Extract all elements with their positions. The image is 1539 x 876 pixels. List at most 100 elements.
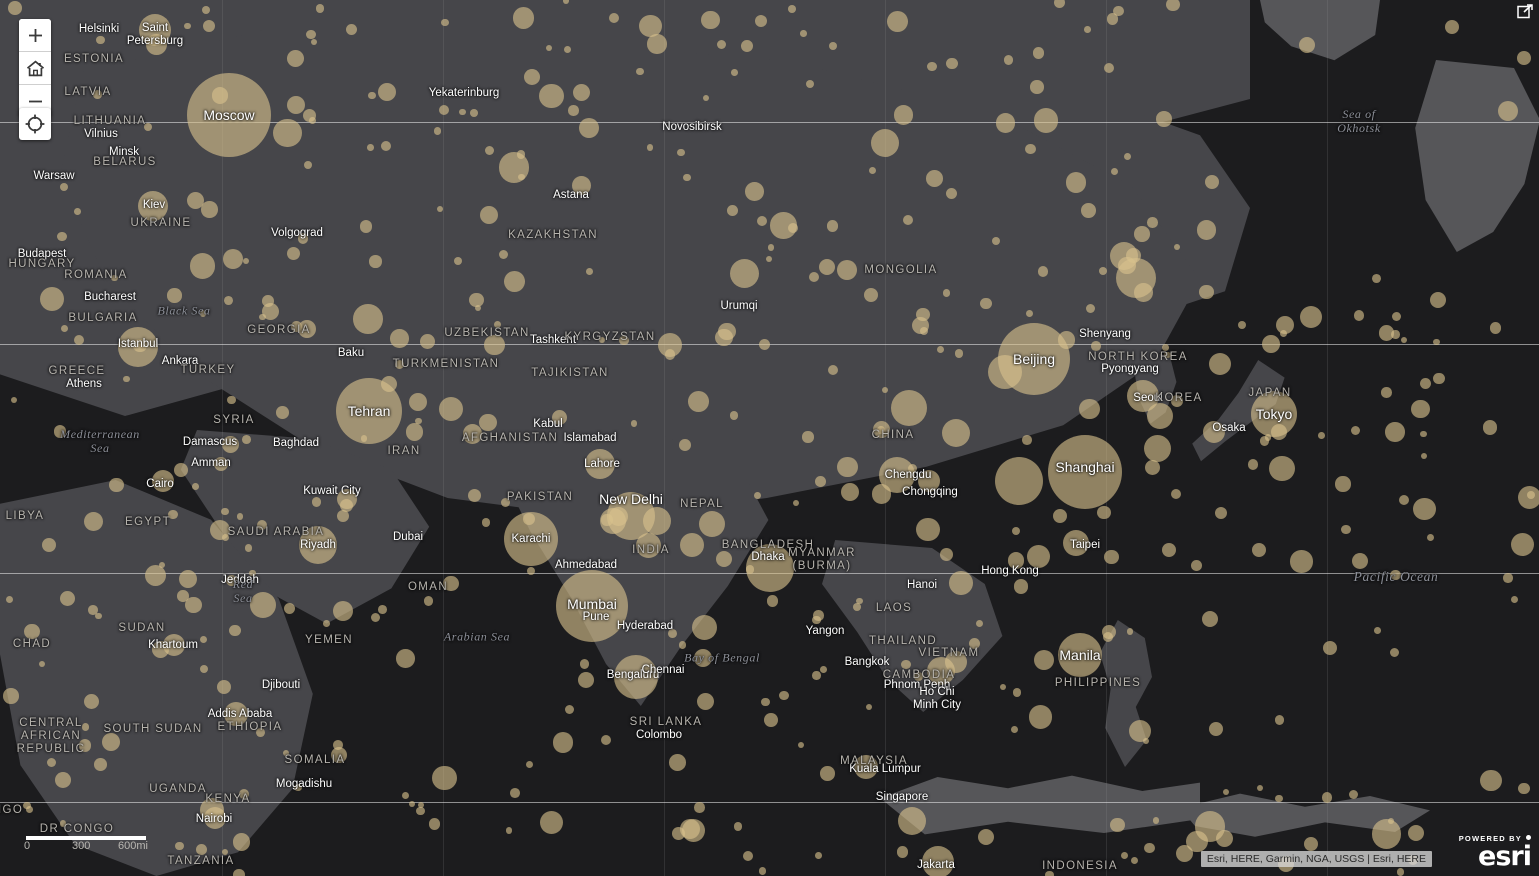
map-label-city: Hong Kong bbox=[981, 565, 1039, 577]
map-label-country: KAZAKHSTAN bbox=[508, 229, 598, 241]
scale-bar-line bbox=[26, 836, 146, 840]
map-label-city: Seoul bbox=[1133, 392, 1163, 404]
map-label-city: Phnom Penh bbox=[883, 679, 951, 691]
map-label-country: TURKMENISTAN bbox=[392, 358, 500, 370]
map-label-city: Ankara bbox=[161, 355, 199, 367]
map-label-city: Taipei bbox=[1069, 539, 1101, 551]
map-label-water: Black Sea bbox=[157, 303, 211, 318]
map-label-water: Mediterranean Sea bbox=[60, 427, 140, 455]
map-label-country: NGO bbox=[0, 804, 24, 816]
map-label-country: NORTH KOREA bbox=[1088, 351, 1188, 363]
map-label-city: Warsaw bbox=[33, 170, 75, 182]
expand-map-button[interactable] bbox=[1517, 4, 1533, 20]
map-label-city: Baku bbox=[337, 347, 365, 359]
map-label-city: Urumqi bbox=[720, 300, 758, 312]
map-label-city: Mumbai bbox=[567, 596, 617, 612]
map-label-city: Shenyang bbox=[1079, 328, 1131, 340]
locate-button[interactable] bbox=[19, 108, 51, 140]
map-label-city: Lahore bbox=[584, 458, 620, 470]
map-label-country: THAILAND bbox=[868, 635, 938, 647]
map-label-country: SUDAN bbox=[118, 622, 166, 634]
map-label-city: Pyongyang bbox=[1101, 363, 1159, 375]
map-label-country: SAUDI ARABIA bbox=[227, 526, 325, 538]
map-label-city: Hyderabad bbox=[616, 620, 674, 632]
map-label-city: Ahmedabad bbox=[554, 559, 618, 571]
crosshair-locate-icon bbox=[25, 114, 45, 134]
minus-icon bbox=[28, 100, 42, 102]
graticule-meridian bbox=[443, 0, 444, 876]
map-label-city: Istanbul bbox=[117, 338, 159, 350]
map-label-country: AFGHANISTAN bbox=[461, 432, 559, 444]
map-label-city: Colombo bbox=[635, 729, 683, 741]
graticule-parallel bbox=[0, 802, 1539, 803]
expand-icon bbox=[1517, 4, 1533, 19]
map-label-city: Addis Ababa bbox=[207, 708, 273, 720]
plus-icon bbox=[28, 28, 42, 42]
esri-logo: POWERED BY esri bbox=[1459, 834, 1532, 872]
attribution-text[interactable]: Esri, HERE, Garmin, NGA, USGS | Esri, HE… bbox=[1200, 851, 1432, 867]
map-label-city: Minsk bbox=[108, 146, 140, 158]
map-label-country: ETHIOPIA bbox=[217, 721, 283, 733]
map-label-country: YEMEN bbox=[305, 634, 353, 646]
scale-tick-2: 600mi bbox=[118, 840, 148, 852]
map-label-city: Chengdu bbox=[884, 469, 932, 481]
map-label-city: Budapest bbox=[17, 248, 67, 260]
map-label-city: Mogadishu bbox=[275, 778, 333, 790]
map-label-country: GEORGIA bbox=[247, 324, 311, 336]
map-label-country: BULGARIA bbox=[68, 312, 138, 324]
map-label-city: Helsinki bbox=[78, 23, 120, 35]
map-label-country: ESTONIA bbox=[63, 53, 125, 65]
map-label-city: Novosibirsk bbox=[662, 121, 722, 133]
map-label-country: UKRAINE bbox=[130, 217, 192, 229]
scale-bar-ticks: 0 300 600mi bbox=[24, 840, 148, 854]
map-label-country: JAPAN bbox=[1248, 387, 1292, 399]
scale-tick-1: 300 bbox=[72, 840, 91, 852]
scale-tick-0: 0 bbox=[24, 840, 31, 852]
map-label-city: Cairo bbox=[146, 478, 174, 490]
map-label-country: CAMBODIA bbox=[882, 669, 956, 681]
map-label-city: Karachi bbox=[511, 533, 551, 545]
map-label-city: Kuwait City bbox=[303, 485, 361, 497]
map-label-country: TAJIKISTAN bbox=[531, 367, 609, 379]
map-label-city: Beijing bbox=[1012, 351, 1056, 367]
map-label-city: New Delhi bbox=[599, 491, 663, 507]
esri-wordmark: esri bbox=[1478, 841, 1532, 872]
home-icon bbox=[26, 59, 44, 76]
map-label-city: Kiev bbox=[142, 199, 166, 211]
map-label-country: GREECE bbox=[48, 365, 106, 377]
map-label-city: Chongqing bbox=[902, 486, 958, 498]
zoom-in-button[interactable] bbox=[19, 19, 51, 52]
map-label-country: TANZANIA bbox=[167, 855, 235, 867]
map-label-city: Dhaka bbox=[751, 551, 785, 563]
map-label-country: SOMALIA bbox=[284, 754, 346, 766]
zoom-control-stack[interactable] bbox=[19, 19, 51, 117]
map-label-country: BANGLADESH bbox=[721, 539, 815, 551]
map-label-country: KOREA bbox=[1155, 392, 1203, 404]
map-label-country: KENYA bbox=[205, 793, 251, 805]
map-label-city: Pune bbox=[582, 611, 610, 623]
map-label-city: Jakarta bbox=[917, 859, 955, 871]
map-label-city: Djibouti bbox=[261, 679, 301, 691]
powered-by-label: POWERED BY bbox=[1459, 834, 1532, 843]
map-label-water: Pacific Ocean bbox=[1353, 569, 1439, 584]
map-label-water: Red Sea bbox=[232, 577, 254, 605]
scale-bar: 0 300 600mi bbox=[24, 836, 148, 854]
map-label-country: OMAN bbox=[407, 581, 449, 593]
map-label-city: Volgograd bbox=[271, 227, 323, 239]
map-label-water: Sea of Okhotsk bbox=[1337, 107, 1381, 135]
map-label-country: LITHUANIA bbox=[73, 115, 147, 127]
map-label-country: CENTRAL AFRICAN REPUBLIC bbox=[16, 717, 86, 756]
map-label-water: Arabian Sea bbox=[443, 629, 511, 644]
map-label-country: SYRIA bbox=[213, 414, 255, 426]
map-label-country: BELARUS bbox=[93, 156, 157, 168]
graticule-meridian bbox=[664, 0, 665, 876]
map-label-country: LAOS bbox=[875, 602, 913, 614]
map-label-country: NEPAL bbox=[680, 498, 724, 510]
map-label-country: LATVIA bbox=[64, 86, 112, 98]
home-button[interactable] bbox=[19, 52, 51, 85]
map-label-city: Chennai bbox=[641, 664, 685, 676]
map-label-country: MONGOLIA bbox=[864, 264, 938, 276]
map-label-city: Bangkok bbox=[844, 656, 890, 668]
